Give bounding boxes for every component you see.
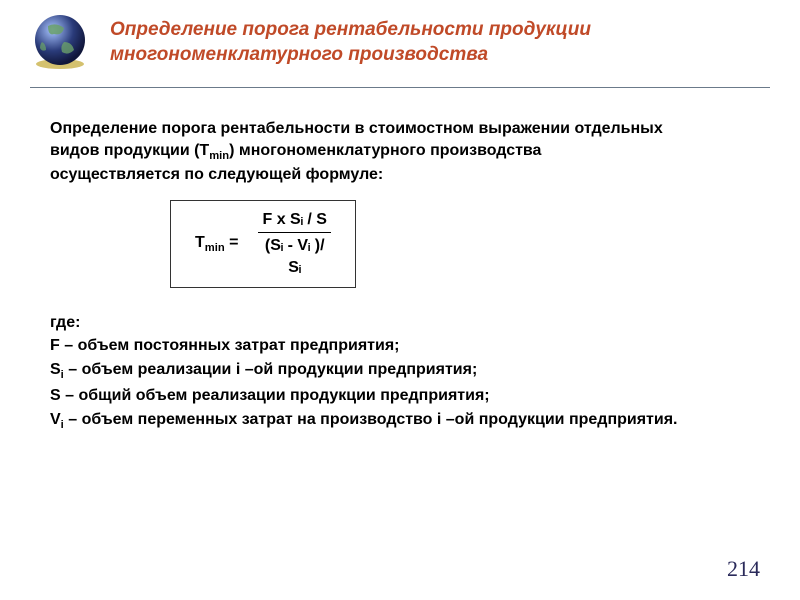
slide-header: Определение порога рентабельности продук…	[0, 0, 800, 77]
formula-fraction: F x Sᵢ / S (Sᵢ - Vᵢ )/ Sᵢ	[258, 209, 331, 279]
globe-icon	[30, 12, 90, 72]
intro-line-1: Определение порога рентабельности в стои…	[50, 120, 663, 137]
page-number: 214	[727, 556, 760, 582]
title-line-2: многономенклатурного производства	[110, 44, 488, 65]
title-line-1: Определение порога рентабельности продук…	[110, 19, 591, 40]
den-line-1: (Sᵢ - Vᵢ )/	[265, 237, 325, 254]
formula: Тmin = F x Sᵢ / S (Sᵢ - Vᵢ )/ Sᵢ	[195, 209, 331, 279]
intro-line-2a: видов продукции (	[50, 142, 199, 159]
def-si-sym: S	[50, 361, 61, 378]
intro-text: Определение порога рентабельности в стои…	[50, 118, 750, 185]
def-vi-sym: V	[50, 411, 61, 428]
fraction-numerator: F x Sᵢ / S	[258, 209, 331, 233]
slide-title: Определение порога рентабельности продук…	[110, 18, 780, 67]
lhs-sym: Т	[195, 234, 205, 251]
def-si: Si – объем реализации i –ой продукции пр…	[50, 359, 750, 383]
def-vi: Vi – объем переменных затрат на производ…	[50, 409, 750, 433]
formula-lhs: Тmin =	[195, 232, 238, 256]
def-si-txt: – объем реализации i –ой продукции предп…	[64, 361, 478, 378]
slide: Определение порога рентабельности продук…	[0, 0, 800, 600]
tmin-sym: Т	[199, 142, 209, 159]
den-line-2: Sᵢ	[288, 259, 301, 276]
lhs-eq: =	[225, 234, 239, 251]
def-s: S – общий объем реализации продукции пре…	[50, 385, 750, 407]
def-where: где:	[50, 312, 750, 334]
intro-line-3: осуществляется по следующей формуле:	[50, 166, 383, 183]
intro-line-2b: ) многономенклатурного производства	[229, 142, 541, 159]
def-vi-txt: – объем переменных затрат на производств…	[64, 411, 678, 428]
definitions: где: F – объем постоянных затрат предпри…	[50, 312, 750, 433]
lhs-sub: min	[205, 242, 225, 254]
tmin-sub: min	[209, 150, 229, 162]
formula-box: Тmin = F x Sᵢ / S (Sᵢ - Vᵢ )/ Sᵢ	[170, 200, 356, 288]
fraction-denominator: (Sᵢ - Vᵢ )/ Sᵢ	[258, 232, 331, 278]
def-f: F – объем постоянных затрат предприятия;	[50, 335, 750, 357]
slide-body: Определение порога рентабельности в стои…	[0, 88, 800, 433]
